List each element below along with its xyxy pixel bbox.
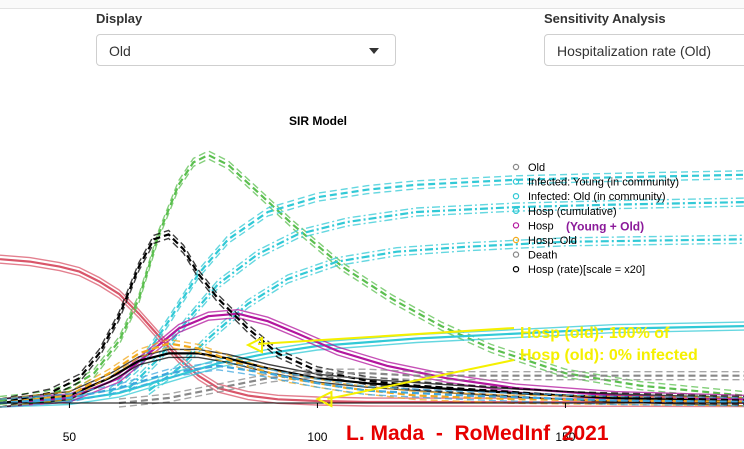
series-line-0-band2 (0, 262, 744, 408)
series-line-4-band2 (128, 205, 744, 393)
series-line-11-band1 (0, 361, 744, 400)
series-line-7-band1 (0, 229, 744, 400)
series-line-10-band1 (118, 368, 744, 400)
legend-label-3: Hosp (cumulative) (528, 206, 617, 218)
legend-label-0: Old (528, 162, 545, 174)
legend-marker-5 (512, 236, 520, 244)
series-line-3-band2 (108, 178, 744, 398)
annotation-arrow-0 (327, 359, 515, 400)
series-line-8-band1 (0, 348, 744, 400)
series-line-1-band2 (0, 158, 744, 406)
series-line-3 (108, 173, 744, 394)
legend-marker-7 (512, 265, 520, 273)
legend-label-1: Infected: Young (in community) (528, 177, 679, 189)
annotation-hosp-old-0: Hosp (old): 0% infected (520, 347, 698, 364)
sensitivity-select[interactable]: Hospitalization rate (Old) (544, 34, 744, 66)
display-select[interactable]: Old (96, 34, 396, 66)
series-line-9-band1 (0, 338, 744, 400)
legend-label-2: Infected: Old (in community) (528, 191, 666, 203)
legend-label-6: Death (528, 250, 557, 262)
series-line-2-band2 (0, 329, 744, 408)
series-line-10-band2 (118, 376, 744, 408)
x-axis: 50 100 150 (0, 402, 744, 444)
chart-title: SIR Model (289, 114, 347, 128)
series-line-9 (0, 342, 744, 405)
legend-hosp-highlight: (Young + Old) (566, 219, 644, 233)
legend-marker-0 (512, 163, 520, 171)
x-tick-label: 100 (307, 430, 327, 444)
legend-marker-3 (512, 207, 520, 215)
legend-label-4: Hosp (528, 220, 554, 232)
legend: Old Infected: Young (in community) Infecte… (512, 162, 679, 276)
legend-label-5: Hosp: Old (528, 235, 577, 247)
legend-marker-4 (512, 222, 520, 229)
author-credit: L. Mada - RoMedInf 2021 (346, 422, 609, 445)
legend-marker-2 (512, 192, 520, 200)
series-line-9-band2 (0, 346, 744, 408)
sensitivity-label: Sensitivity Analysis (544, 11, 666, 26)
series-line-11-band2 (0, 369, 744, 408)
legend-marker-1 (512, 178, 520, 185)
sensitivity-select-value: Hospitalization rate (Old) (557, 43, 712, 59)
annotations: Hosp (old): 100% of Hosp (old): 0% infect… (245, 325, 698, 445)
series-line-10 (118, 372, 744, 405)
annotation-arrow-100 (257, 327, 515, 345)
series-line-11 (0, 364, 744, 405)
series-line-3-band1 (108, 170, 744, 390)
series-line-1-band1 (0, 150, 744, 398)
annotation-hosp-old-100: Hosp (old): 100% of (520, 325, 670, 342)
top-divider (0, 0, 744, 9)
legend-marker-6 (512, 251, 520, 258)
display-select-value: Old (109, 43, 131, 59)
x-tick-label: 150 (555, 430, 575, 444)
series-layer (0, 150, 744, 408)
x-tick-label: 50 (63, 430, 77, 444)
chevron-down-icon (369, 48, 379, 54)
annotation-arrowhead-0 (315, 390, 333, 408)
series-line-1 (0, 153, 744, 402)
display-label: Display (96, 11, 143, 26)
annotation-arrowhead-100 (245, 336, 263, 354)
series-line-6-band2 (0, 316, 744, 408)
legend-label-7: Hosp (rate)[scale = x20] (528, 264, 645, 276)
sir-chart: SIR Model 50 100 150 Old Infected: Young (i… (0, 114, 744, 445)
